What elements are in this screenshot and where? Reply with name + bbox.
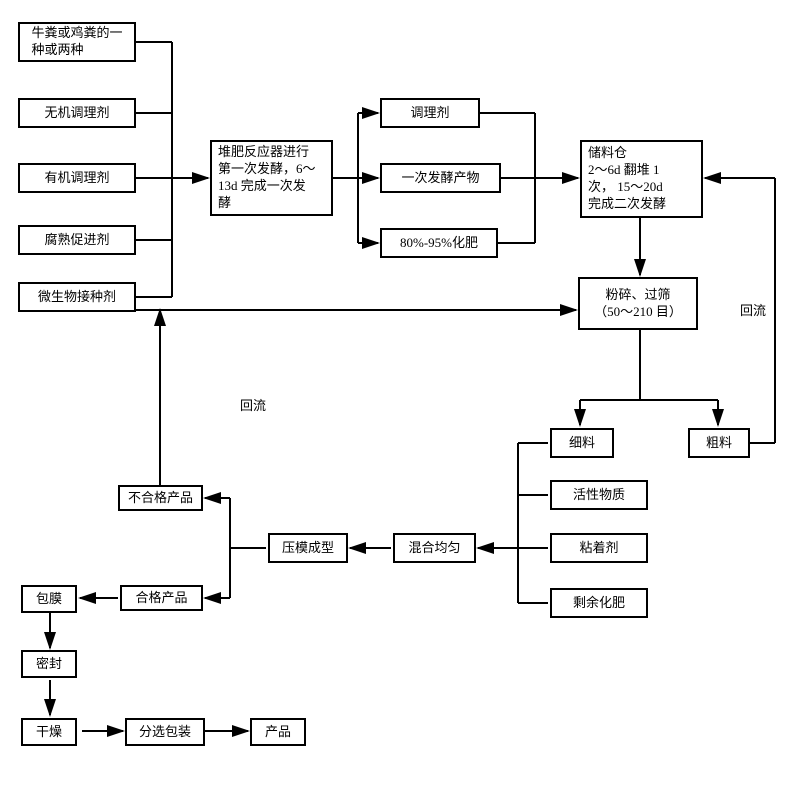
node-organic-conditioner: 有机调理剂 <box>18 163 136 193</box>
node-dry: 干燥 <box>21 718 77 746</box>
node-manure: 牛粪或鸡粪的一 种或两种 <box>18 22 136 62</box>
node-storage: 储料仓 2～6d 翻堆 1 次， 15～20d 完成二次发酵 <box>580 140 703 218</box>
node-mix: 混合均匀 <box>393 533 476 563</box>
label-reflux-2: 回流 <box>740 300 766 319</box>
node-coarse: 粗料 <box>688 428 750 458</box>
node-coating: 包膜 <box>21 585 77 613</box>
node-maturity-promoter: 腐熟促进剂 <box>18 225 136 255</box>
node-unqualified: 不合格产品 <box>118 485 203 511</box>
node-active: 活性物质 <box>550 480 648 510</box>
node-inorganic-conditioner: 无机调理剂 <box>18 98 136 128</box>
node-first-product: 一次发酵产物 <box>380 163 501 193</box>
node-remaining: 剩余化肥 <box>550 588 648 618</box>
node-chem-fertilizer: 80%-95%化肥 <box>380 228 498 258</box>
node-binder: 粘着剂 <box>550 533 648 563</box>
node-qualified: 合格产品 <box>120 585 203 611</box>
node-microbial-inoculant: 微生物接种剂 <box>18 282 136 312</box>
node-mold: 压模成型 <box>268 533 348 563</box>
node-sort-pack: 分选包装 <box>125 718 205 746</box>
node-seal: 密封 <box>21 650 77 678</box>
label-reflux-1: 回流 <box>240 395 266 414</box>
node-product: 产品 <box>250 718 306 746</box>
node-fine: 细料 <box>550 428 614 458</box>
node-first-ferment: 堆肥反应器进行 第一次发酵，6～ 13d 完成一次发 酵 <box>210 140 333 216</box>
node-conditioner: 调理剂 <box>380 98 480 128</box>
node-crush-sieve: 粉碎、过筛 （50～210 目） <box>578 277 698 330</box>
